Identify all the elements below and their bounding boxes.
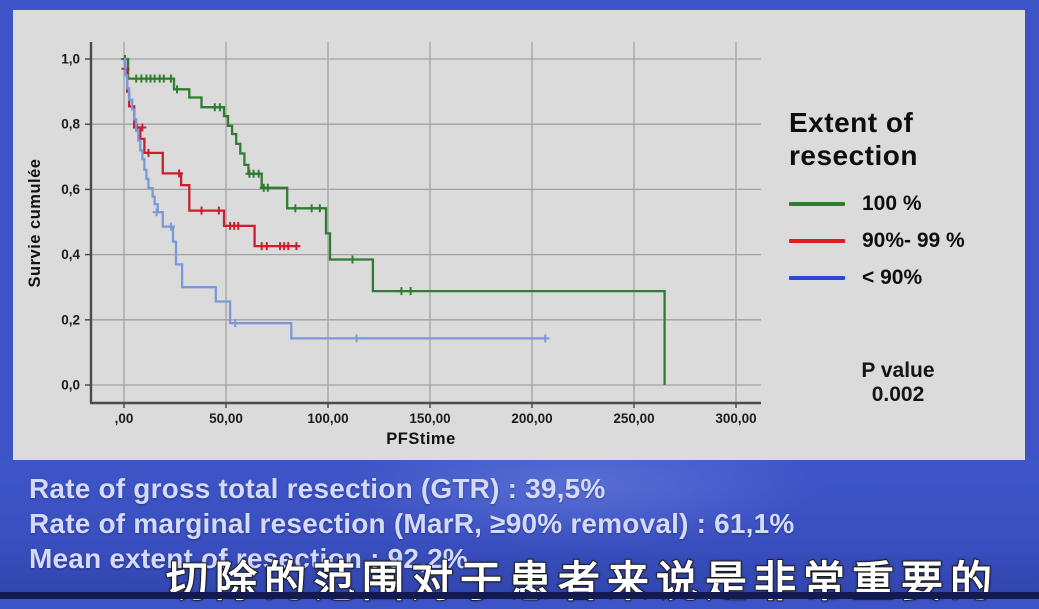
y-axis-title: Survie cumulée: [26, 159, 44, 288]
chinese-subtitle: 切除的范围对于患者来说是非常重要的: [165, 557, 1000, 606]
x-tick-label: 150,00: [409, 411, 450, 426]
legend-label-100: 100 %: [862, 191, 922, 215]
p-value-number: 0.002: [871, 383, 925, 406]
survival-curve-2: [124, 57, 547, 340]
y-tick-label: 0,2: [61, 312, 80, 327]
x-tick-label: 50,00: [209, 411, 243, 426]
legend-title-line1: Extent of: [789, 107, 914, 138]
legend-label-90-99: 90%- 99 %: [862, 228, 965, 252]
legend-item-90-99: 90%- 99 %: [789, 222, 965, 259]
km-chart-panel: ,00 50,00 100,00 150,00 200,00 250,00 300,00 1,…: [13, 10, 1025, 460]
x-tick-label: ,00: [115, 411, 134, 426]
y-tick-label: 0,8: [61, 117, 80, 132]
y-tick-label: 0,6: [61, 182, 80, 197]
bottom-text-area: Rate of gross total resection (GTR) : 39…: [0, 460, 1039, 606]
legend-line-swatch-red: [789, 238, 845, 243]
legend: Extent of resection 100 % 90%- 99 % < 90…: [789, 106, 965, 296]
x-tick-label: 200,00: [511, 411, 552, 426]
km-plot-svg: ,00 50,00 100,00 150,00 200,00 250,00 300,00 1,…: [26, 42, 761, 448]
stat-line-gtr: Rate of gross total resection (GTR) : 39…: [29, 473, 606, 504]
y-tick-label: 0,0: [61, 378, 80, 393]
x-tick-label: 100,00: [307, 411, 348, 426]
y-tick-label: 1,0: [61, 52, 80, 67]
legend-items: 100 % 90%- 99 % < 90%: [789, 185, 965, 296]
legend-item-100: 100 %: [789, 185, 965, 222]
y-tick-label: 0,4: [61, 247, 80, 262]
x-tick-label: 300,00: [715, 411, 756, 426]
legend-label-lt90: < 90%: [862, 265, 923, 289]
legend-line-swatch-blue: [789, 275, 845, 280]
x-tick-label: 250,00: [613, 411, 654, 426]
x-axis-title: PFStime: [386, 430, 456, 448]
legend-title: Extent of resection: [789, 106, 965, 172]
legend-line-swatch-green: [789, 201, 845, 206]
p-value-label: P value: [861, 359, 935, 382]
stat-line-mean-extent: Mean extent of resection : 92,2%: [29, 543, 468, 574]
legend-item-lt90: < 90%: [789, 259, 965, 296]
legend-title-line2: resection: [789, 140, 918, 171]
bottom-edge-bar: [0, 592, 1039, 599]
stat-line-marr: Rate of marginal resection (MarR, ≥90% r…: [29, 508, 795, 539]
p-value-annotation: P value 0.002: [813, 359, 983, 407]
survival-curve-0: [124, 57, 666, 385]
